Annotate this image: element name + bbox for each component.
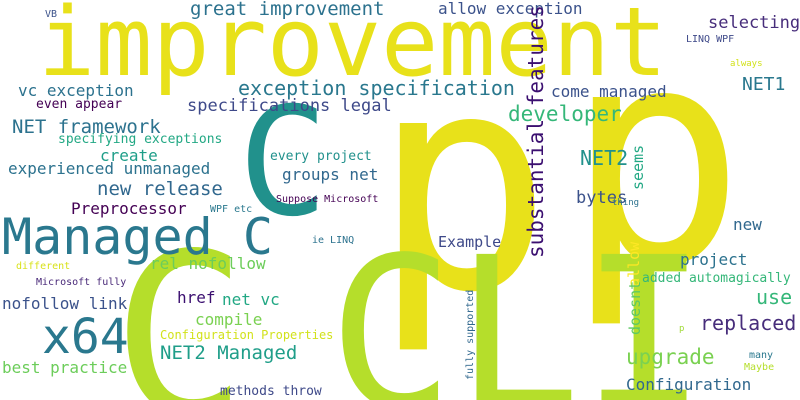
- word-come-managed: come managed: [551, 82, 667, 101]
- word-vc-exception: vc exception: [18, 81, 134, 100]
- word-every-project: every project: [270, 149, 372, 164]
- word-improvement: improvement: [38, 0, 668, 98]
- word-seems: seems: [629, 144, 647, 190]
- word-groups-net: groups net: [282, 165, 379, 184]
- word-new-release: new release: [97, 178, 223, 200]
- word-new: new: [733, 215, 762, 234]
- word-ie-linq: ie LINQ: [312, 235, 355, 246]
- word-nofollow-link: nofollow link: [2, 294, 128, 313]
- word-use: use: [756, 285, 793, 309]
- word-always: always: [730, 59, 763, 69]
- word-wpf-etc: WPF etc: [210, 204, 253, 215]
- word-net-vc: net vc: [222, 290, 280, 309]
- word-developer: developer: [508, 102, 622, 126]
- word-vb: VB: [45, 9, 58, 20]
- word-selecting: selecting: [708, 13, 800, 33]
- word-allow-exception: allow exception: [438, 0, 583, 18]
- word-bytes: bytes: [576, 188, 628, 208]
- word-methods-throw: methods throw: [220, 384, 322, 399]
- word-upgrade: upgrade: [626, 345, 715, 369]
- word-microsoft-fully: Microsoft fully: [36, 277, 127, 288]
- word-c-1: C: [238, 76, 329, 250]
- word-managed-c: Managed C: [2, 208, 273, 266]
- word-create: create: [100, 146, 158, 165]
- word-c-2: C: [112, 206, 248, 400]
- word-compile: compile: [195, 310, 263, 329]
- word-net2-managed: NET2 Managed: [160, 342, 298, 364]
- word-configuration-properties: Configuration Properties: [160, 328, 334, 342]
- word-project: project: [680, 250, 748, 269]
- word-many: many: [749, 350, 774, 361]
- word-different: different: [16, 261, 71, 272]
- word-best-practice: best practice: [2, 358, 128, 377]
- word-doesnt: doesnt: [626, 280, 644, 335]
- word-even-appear: even appear: [36, 97, 123, 112]
- word-replaced: replaced: [700, 311, 797, 335]
- word-thing: thing: [612, 198, 640, 208]
- word-specifications-legal: specifications legal: [187, 96, 392, 116]
- word-p-1: p: [372, 9, 553, 358]
- word-configuration: Configuration: [626, 375, 752, 394]
- word-p-2: p: [565, 0, 746, 332]
- word-exception-specification: exception specification: [238, 76, 515, 100]
- word-experienced-unmanaged: experienced unmanaged: [8, 159, 211, 178]
- word-net2: NET2: [580, 146, 629, 170]
- word-preprocessor: Preprocessor: [71, 199, 187, 218]
- word-fully-supported: fully supported: [465, 289, 476, 380]
- word-p-small: p: [679, 324, 685, 334]
- word-cli: CLI: [328, 212, 708, 400]
- word-linq-wpf: LINQ WPF: [686, 34, 735, 45]
- word-net1: NET1: [742, 74, 786, 95]
- word-great-improvement: great improvement: [190, 0, 385, 20]
- word-href: href: [177, 288, 216, 307]
- word-suppose-microsoft: Suppose Microsoft: [276, 194, 379, 205]
- word-substantial-features: substantial features: [524, 5, 548, 258]
- word-specifying-exceptions: specifying exceptions: [58, 132, 223, 147]
- word-example: Example: [438, 233, 502, 251]
- word-added-automagically: added automagically: [642, 271, 791, 286]
- word-rel-nofollow: rel nofollow: [150, 254, 266, 273]
- word-maybe: Maybe: [744, 362, 775, 373]
- word-x64: x64: [42, 309, 129, 365]
- word-net-framework: NET framework: [12, 116, 161, 138]
